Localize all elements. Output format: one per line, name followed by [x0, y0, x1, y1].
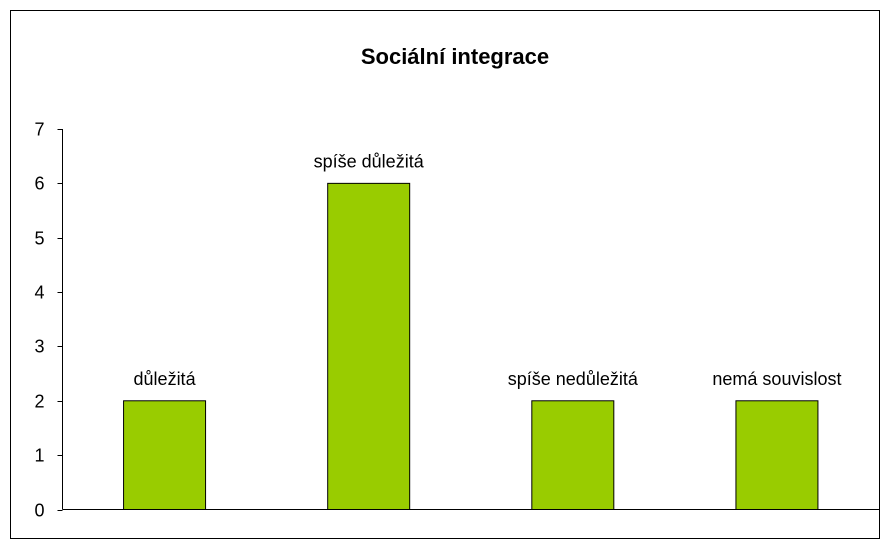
y-tick-label: 5 — [34, 229, 44, 249]
category-label: spíše nedůležitá — [508, 369, 639, 389]
y-tick-label: 0 — [34, 501, 44, 521]
y-tick-label: 4 — [34, 283, 44, 303]
bar — [735, 400, 819, 510]
category-label: důležitá — [134, 369, 197, 389]
bar — [123, 400, 207, 510]
y-tick-label: 3 — [34, 337, 44, 357]
category-label: nemá souvislost — [712, 369, 841, 389]
category-label: spíše důležitá — [314, 151, 425, 171]
y-tick-label: 7 — [34, 120, 44, 140]
bar — [531, 400, 615, 510]
y-tick-label: 6 — [34, 174, 44, 194]
y-tick-label: 1 — [34, 446, 44, 466]
chart-title: Sociální integrace — [361, 44, 549, 69]
y-tick-label: 2 — [34, 392, 44, 412]
bar — [327, 182, 411, 510]
